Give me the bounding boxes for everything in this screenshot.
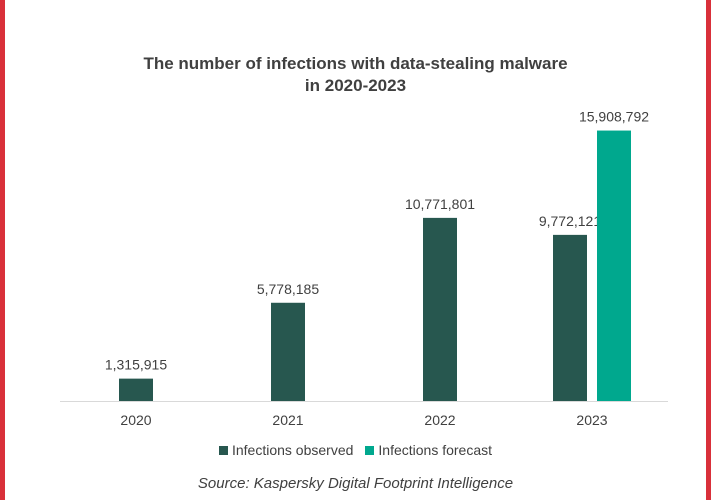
chart-title-line-1: The number of infections with data-steal…: [143, 54, 568, 73]
legend-label-forecast: Infections forecast: [378, 442, 493, 458]
x-tick-label-2022: 2022: [424, 412, 455, 428]
data-label-observed-2020: 1,315,915: [105, 357, 167, 373]
chart-title: The number of infections with data-steal…: [0, 53, 711, 97]
data-label-forecast-2023: 15,908,792: [579, 109, 649, 125]
x-tick-label-2021: 2021: [272, 412, 303, 428]
bar-forecast-2023: [597, 130, 631, 401]
data-label-observed-2022: 10,771,801: [405, 196, 475, 212]
bar-observed-2022: [423, 217, 457, 401]
bar-observed-2021: [271, 302, 305, 401]
legend-item-observed: Infections observed: [218, 442, 354, 458]
chart-title-line-2: in 2020-2023: [304, 76, 407, 95]
x-tick-label-2020: 2020: [120, 412, 151, 428]
bar-observed-2020: [119, 378, 153, 401]
bar-observed-2023: [553, 234, 587, 401]
legend-swatch-observed: [218, 445, 228, 455]
data-label-observed-2021: 5,778,185: [257, 281, 319, 297]
source-note: Source: Kaspersky Digital Footprint Inte…: [197, 475, 514, 492]
legend-label-observed: Infections observed: [231, 442, 354, 458]
legend-item-forecast: Infections forecast: [365, 442, 492, 458]
chart-legend: Infections observed Infections forecast: [0, 442, 711, 458]
x-tick-label-2023: 2023: [576, 412, 607, 428]
data-label-observed-2023: 9,772,121: [539, 213, 601, 229]
legend-swatch-forecast: [365, 445, 375, 455]
